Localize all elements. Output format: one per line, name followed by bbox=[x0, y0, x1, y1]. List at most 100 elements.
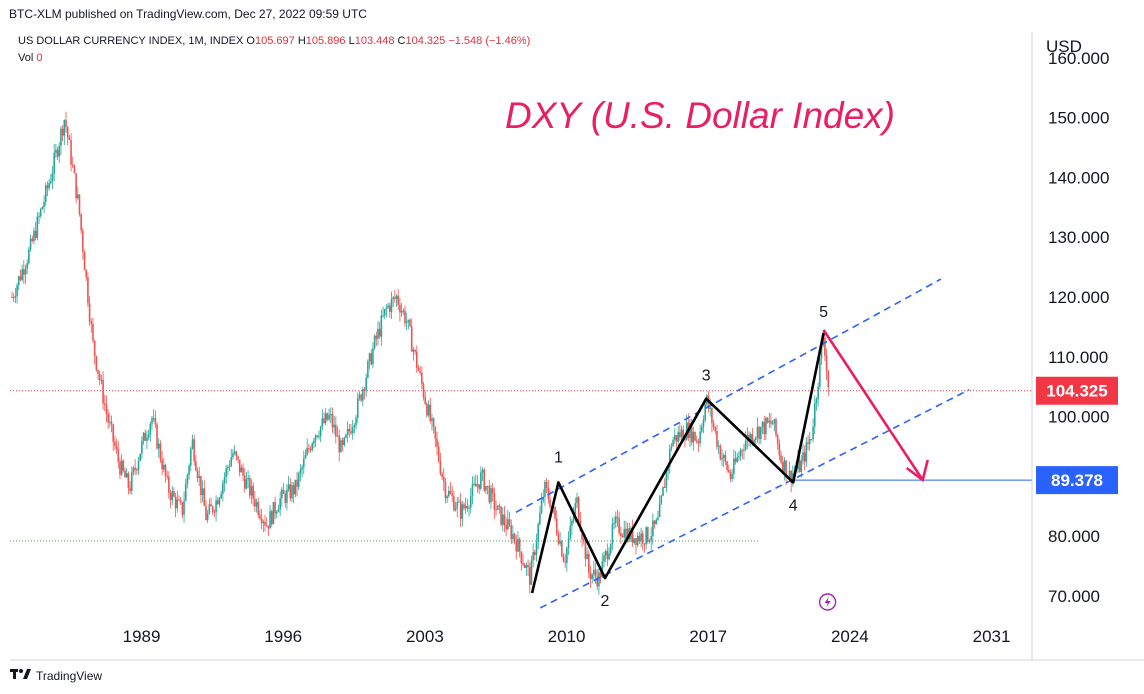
brand-label: TradingView bbox=[36, 668, 103, 683]
candle-body bbox=[731, 474, 733, 479]
candle-body bbox=[82, 230, 84, 252]
candle-body bbox=[476, 484, 479, 487]
candle-body bbox=[274, 502, 276, 514]
candle-body bbox=[196, 470, 199, 479]
candle-body bbox=[378, 328, 381, 337]
candle-body bbox=[203, 488, 206, 506]
candle-body bbox=[741, 450, 744, 452]
candle-body bbox=[296, 479, 298, 487]
candle-body bbox=[211, 506, 214, 512]
candle-body bbox=[61, 128, 64, 136]
candle-body bbox=[164, 464, 167, 477]
candle-body bbox=[314, 435, 317, 441]
candle-body bbox=[365, 377, 367, 391]
candle-body bbox=[181, 502, 184, 515]
candle-body bbox=[297, 473, 300, 487]
candle-body bbox=[210, 504, 212, 507]
candle-body bbox=[620, 533, 622, 536]
candle-body bbox=[721, 457, 723, 460]
candle-body bbox=[220, 493, 222, 499]
candle-body bbox=[200, 476, 202, 496]
candle-body bbox=[802, 452, 804, 461]
candle-body bbox=[574, 503, 577, 516]
x-tick-label: 2031 bbox=[973, 627, 1011, 646]
candle-body bbox=[668, 448, 671, 467]
candle-body bbox=[722, 455, 725, 458]
candle-body bbox=[240, 467, 243, 473]
candle-body bbox=[193, 439, 195, 462]
candle-body bbox=[326, 413, 329, 420]
candle-body bbox=[198, 476, 201, 479]
candle-body bbox=[576, 497, 578, 504]
candle-body bbox=[395, 295, 398, 299]
tradingview-brand[interactable]: TradingView bbox=[10, 668, 102, 683]
candle-body bbox=[124, 470, 126, 478]
candle-body bbox=[496, 505, 499, 510]
candle-body bbox=[38, 216, 40, 218]
candle-body bbox=[286, 489, 288, 503]
candle-body bbox=[674, 435, 676, 440]
candle-body bbox=[662, 486, 664, 496]
candle-body bbox=[238, 459, 241, 473]
candle-body bbox=[173, 491, 175, 497]
candle-body bbox=[812, 426, 814, 439]
candle-body bbox=[163, 464, 165, 470]
candle-body bbox=[800, 460, 803, 472]
candle-body bbox=[609, 544, 612, 554]
x-tick-label: 2010 bbox=[548, 627, 586, 646]
candle-body bbox=[758, 427, 760, 439]
candle-body bbox=[51, 173, 54, 182]
candle-body bbox=[501, 514, 504, 525]
candle-body bbox=[587, 553, 590, 573]
candle-body bbox=[392, 297, 394, 299]
candle-body bbox=[694, 431, 696, 441]
candle-body bbox=[709, 407, 712, 409]
candle-body bbox=[129, 488, 131, 492]
candle-body bbox=[776, 435, 779, 444]
candle-body bbox=[53, 152, 55, 174]
candle-body bbox=[328, 414, 330, 420]
candle-body bbox=[788, 470, 791, 479]
candle-body bbox=[714, 427, 717, 432]
candle-body bbox=[407, 319, 410, 322]
currency-label: USD bbox=[1046, 37, 1082, 56]
candle-body bbox=[66, 126, 69, 138]
candle-body bbox=[321, 418, 324, 427]
candle-body bbox=[68, 137, 71, 140]
candle-body bbox=[215, 500, 217, 513]
candle-body bbox=[473, 483, 475, 485]
candle-body bbox=[471, 484, 474, 496]
candle-body bbox=[468, 507, 470, 509]
symbol-name[interactable]: US DOLLAR CURRENCY INDEX, 1M, INDEX bbox=[18, 35, 244, 47]
candle-body bbox=[508, 519, 511, 526]
candle-body bbox=[426, 403, 428, 416]
candle-body bbox=[444, 481, 447, 499]
y-tick-label: 80.000 bbox=[1048, 527, 1100, 546]
candle-body bbox=[702, 419, 705, 427]
candle-body bbox=[658, 503, 661, 518]
candle-body bbox=[778, 443, 781, 456]
candle-body bbox=[299, 469, 302, 474]
candle-body bbox=[528, 566, 531, 585]
candle-body bbox=[184, 483, 187, 501]
candle-body bbox=[183, 500, 185, 515]
candle-body bbox=[739, 450, 742, 457]
candle-body bbox=[117, 449, 120, 462]
candle-body bbox=[803, 452, 806, 462]
ohlc-open: O105.697 bbox=[246, 35, 295, 47]
projection-arrow bbox=[822, 329, 929, 483]
candle-body bbox=[311, 443, 314, 451]
candle-body bbox=[343, 437, 346, 446]
candle-body bbox=[294, 479, 297, 495]
candle-body bbox=[419, 370, 421, 373]
candle-body bbox=[83, 251, 86, 270]
candle-body bbox=[491, 488, 494, 494]
ohlc-high: H105.896 bbox=[297, 35, 346, 47]
candle-body bbox=[397, 295, 400, 305]
candle-body bbox=[178, 499, 180, 501]
candle-body bbox=[439, 460, 442, 474]
x-tick-label: 1996 bbox=[264, 627, 302, 646]
candle-body bbox=[281, 489, 283, 499]
candle-body bbox=[695, 440, 698, 442]
